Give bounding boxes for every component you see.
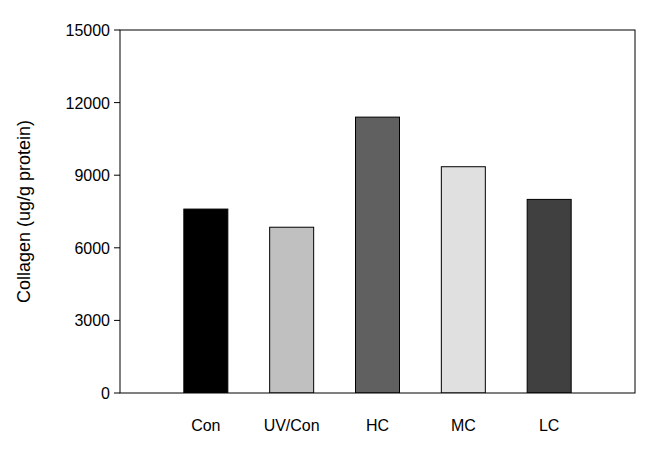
y-tick: [114, 320, 120, 321]
y-tick-label: 3000: [74, 312, 110, 329]
bar: [270, 227, 314, 393]
y-axis-title: Collagen (ug/g protein): [14, 120, 34, 303]
chart-svg: 0 3000 6000 9000 12000 15000 Con UV/Con HC MC LC Co…: [0, 0, 661, 449]
y-tick: [114, 247, 120, 248]
x-tick-label: MC: [451, 417, 476, 434]
y-tick-label: 9000: [74, 167, 110, 184]
plot-frame: [120, 30, 635, 393]
x-tick-label: HC: [366, 417, 389, 434]
x-tick-label: UV/Con: [264, 417, 320, 434]
x-tick-label: LC: [539, 417, 559, 434]
y-tick-label: 12000: [66, 95, 111, 112]
bar: [356, 117, 400, 393]
y-tick: [114, 393, 120, 394]
y-tick: [114, 102, 120, 103]
y-tick-label: 0: [101, 385, 110, 402]
y-tick-label: 15000: [66, 22, 111, 39]
y-tick: [114, 175, 120, 176]
y-tick-label: 6000: [74, 240, 110, 257]
bar: [527, 199, 571, 393]
bar: [184, 209, 228, 393]
chart-container: 0 3000 6000 9000 12000 15000 Con UV/Con HC MC LC Co…: [0, 0, 661, 449]
y-tick: [114, 30, 120, 31]
bars: [184, 117, 571, 393]
bar: [441, 167, 485, 393]
x-tick-label: Con: [191, 417, 220, 434]
